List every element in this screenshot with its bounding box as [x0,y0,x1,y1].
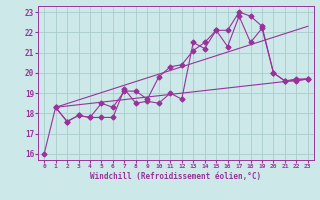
X-axis label: Windchill (Refroidissement éolien,°C): Windchill (Refroidissement éolien,°C) [91,172,261,181]
